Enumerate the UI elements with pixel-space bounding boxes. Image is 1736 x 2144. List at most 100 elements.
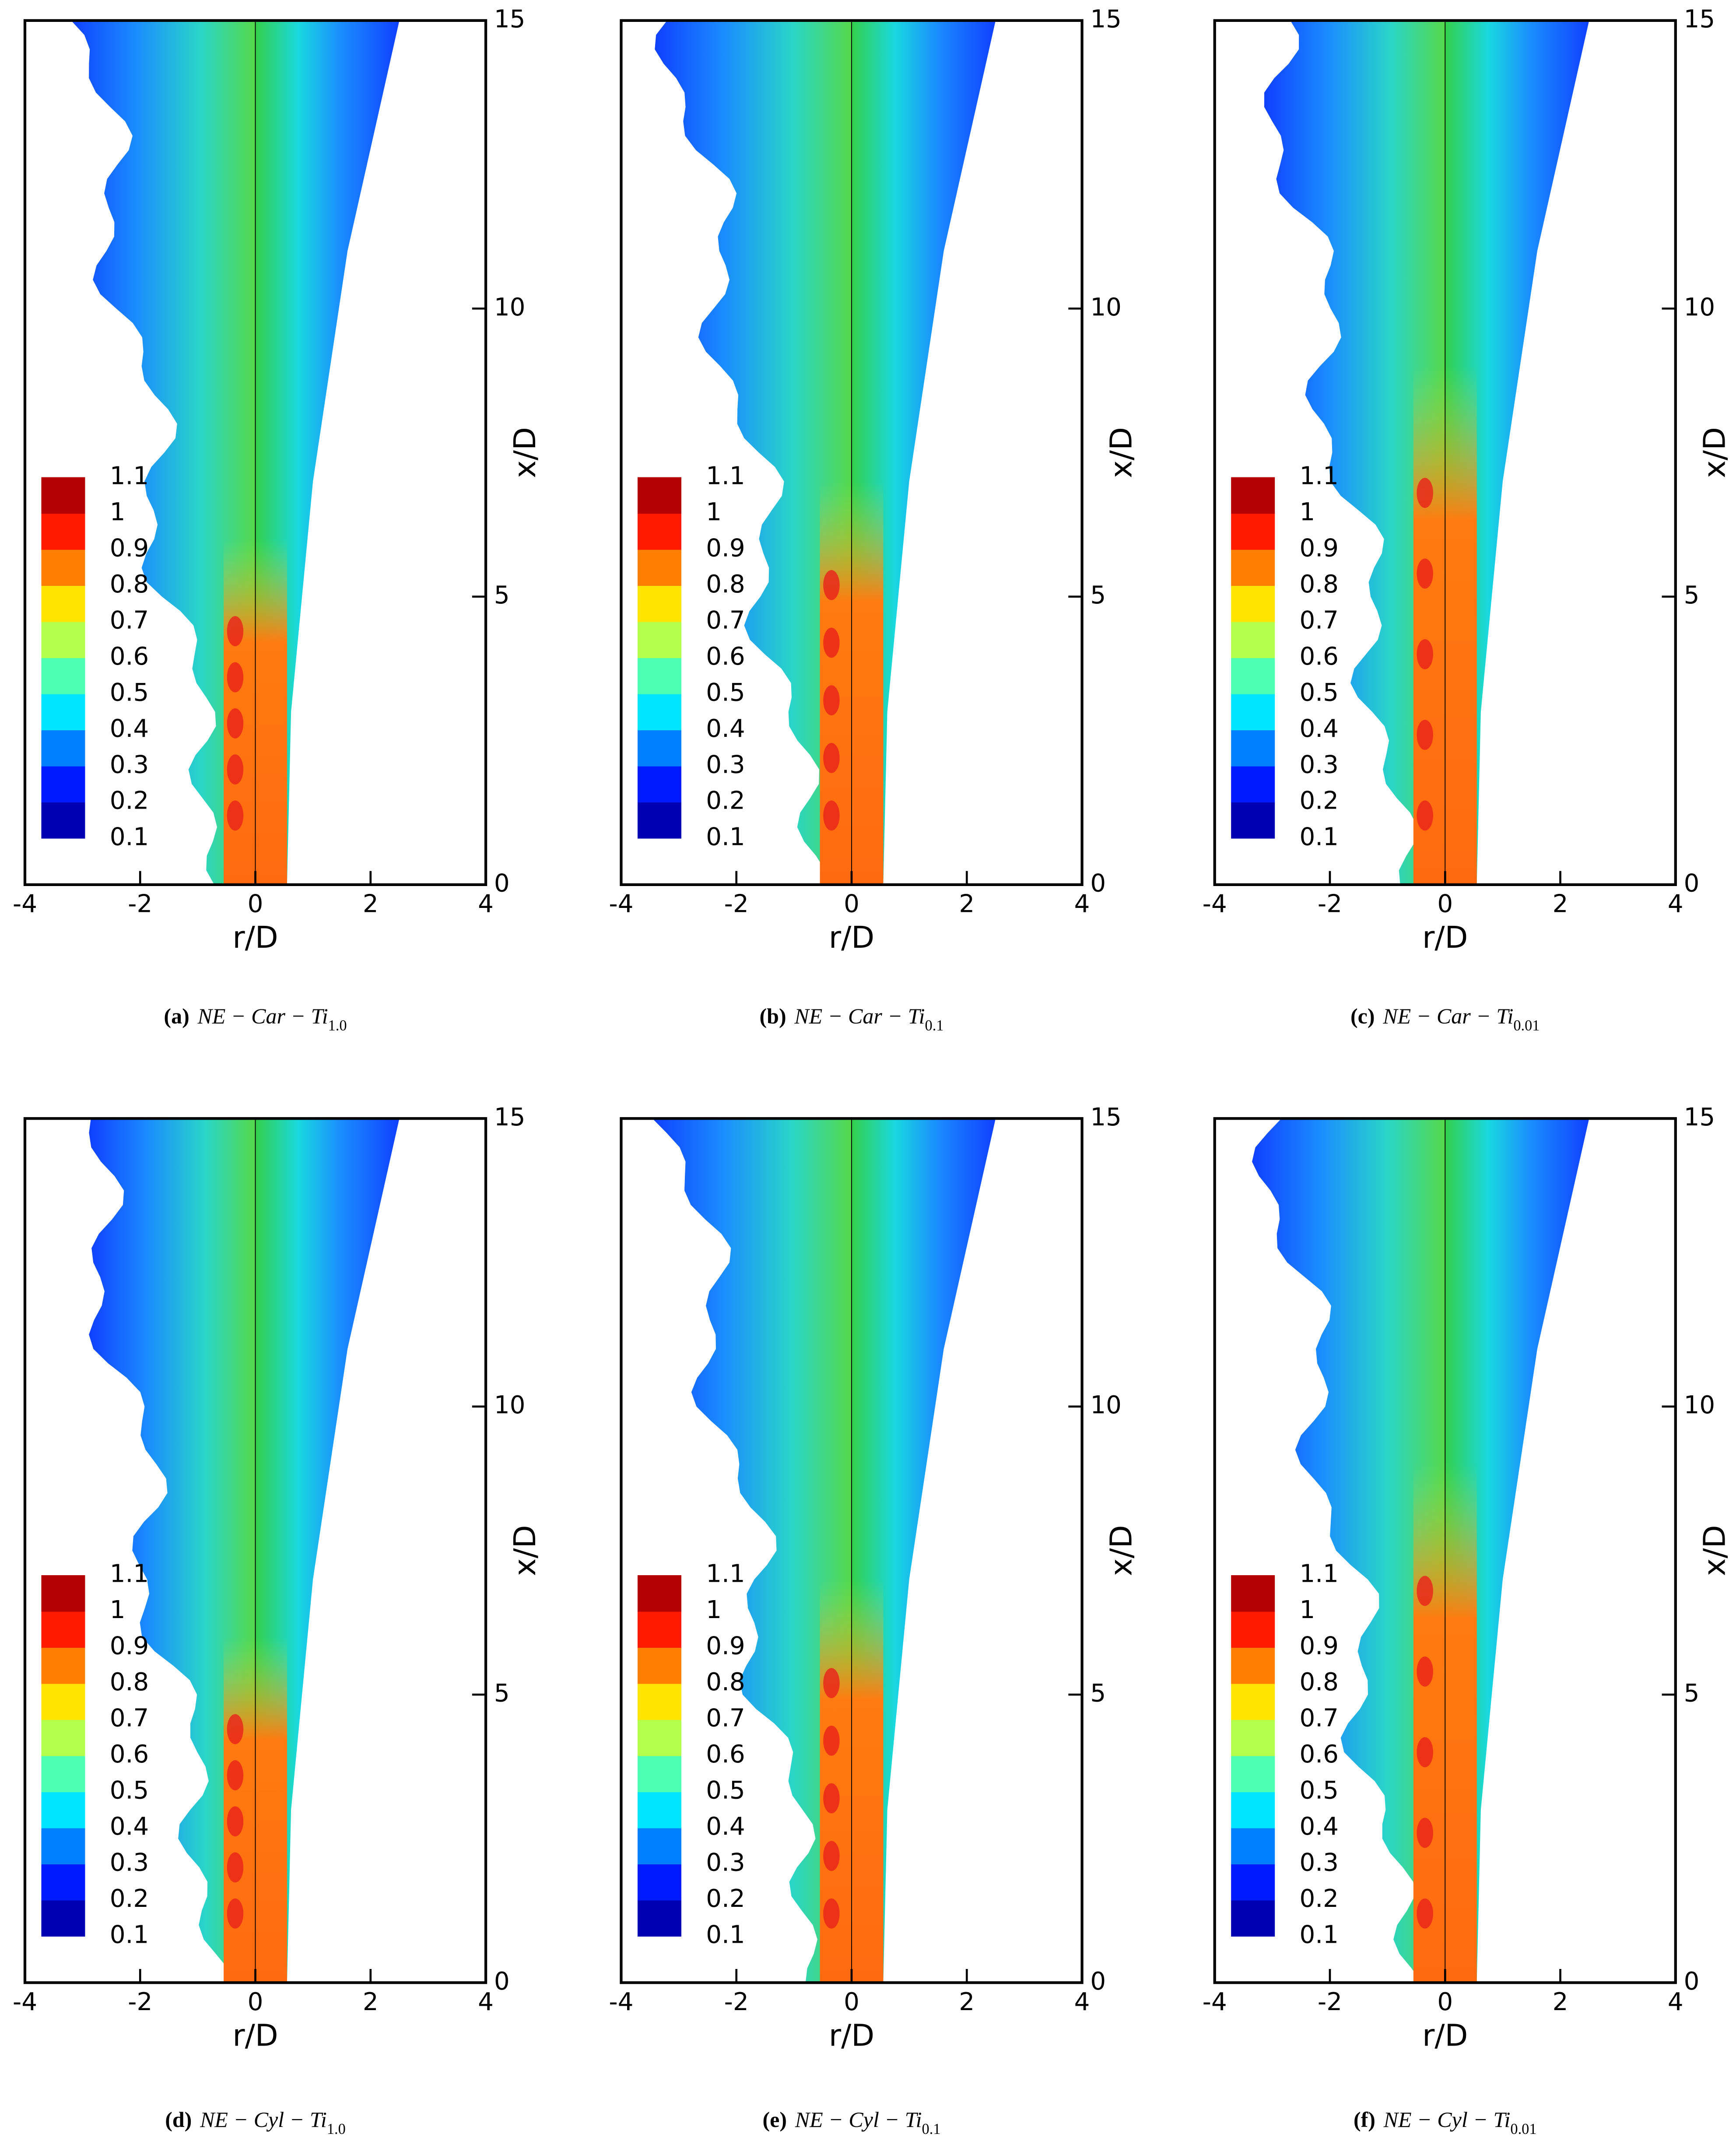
- colorbar-segment: [41, 477, 85, 514]
- x-tick-label: -2: [724, 890, 749, 918]
- x-tick-label: 2: [363, 1988, 379, 2016]
- caption-text: NE − Cyl − Ti: [200, 2107, 327, 2132]
- y-tick-label: 10: [494, 293, 526, 322]
- colorbar-label: 1: [1299, 1596, 1315, 1624]
- colorbar-label: 0.8: [1299, 1668, 1338, 1696]
- colorbar-label: 0.9: [110, 534, 149, 562]
- y-tick-label: 10: [494, 1391, 526, 1419]
- contour-field: [652, 1118, 996, 1983]
- vortex-blob: [1417, 1737, 1433, 1767]
- colorbar-segment: [637, 1828, 681, 1864]
- colorbar-segment: [1231, 549, 1275, 586]
- colorbar-segment: [1231, 730, 1275, 767]
- vortex-blob: [1417, 478, 1433, 508]
- colorbar-label: 0.8: [110, 1668, 149, 1696]
- colorbar-segment: [1231, 1611, 1275, 1648]
- caption-text: NE − Car − Ti: [1382, 1004, 1513, 1029]
- plume-left: [71, 20, 256, 885]
- contour-field: [1252, 1118, 1589, 1983]
- colorbar-label: 0.1: [110, 1921, 149, 1949]
- y-tick-label: 5: [1684, 581, 1700, 610]
- vortex-blob: [1417, 1898, 1433, 1929]
- colorbar-label: 0.4: [706, 715, 745, 743]
- colorbar-segment: [637, 1647, 681, 1684]
- x-axis-label: r/D: [232, 2018, 278, 2053]
- y-axis-label: x/D: [508, 427, 543, 478]
- colorbar-label: 0.6: [706, 642, 745, 671]
- colorbar-segment: [1231, 1792, 1275, 1829]
- y-tick-label: 15: [1090, 1103, 1122, 1132]
- x-tick-label: -4: [13, 1988, 37, 2016]
- colorbar-label: 0.4: [110, 715, 149, 743]
- y-tick-label: 5: [494, 581, 510, 610]
- colorbar-label: 0.7: [706, 606, 745, 634]
- vortex-blob: [1417, 800, 1433, 831]
- colorbar-label: 0.2: [706, 1885, 745, 1913]
- vortex-blob: [227, 1714, 244, 1745]
- y-tick-label: 10: [1090, 293, 1122, 322]
- colorbar-segment: [637, 1900, 681, 1937]
- contour-field: [655, 20, 996, 885]
- colorbar-label: 0.3: [706, 750, 745, 779]
- y-axis-label: x/D: [1697, 427, 1732, 478]
- vortex-blob: [823, 570, 840, 600]
- plume-left: [89, 1118, 256, 1983]
- colorbar-label: 0.5: [706, 1776, 745, 1805]
- plume-left: [1264, 20, 1445, 885]
- colorbar-segment: [637, 477, 681, 514]
- x-tick-label: 0: [248, 890, 263, 918]
- colorbar-segment: [41, 802, 85, 839]
- x-tick-label: 2: [1553, 890, 1568, 918]
- plume-right: [1445, 1118, 1589, 1983]
- colorbar-label: 0.1: [1299, 1921, 1338, 1949]
- colorbar-segment: [637, 1755, 681, 1792]
- x-tick-label: -4: [1203, 1988, 1227, 2016]
- colorbar-label: 0.2: [1299, 1885, 1338, 1913]
- y-tick-label: 0: [494, 1967, 510, 1996]
- colorbar-segment: [41, 549, 85, 586]
- plume-right: [1445, 20, 1589, 885]
- colorbar-segment: [1231, 1828, 1275, 1864]
- x-tick-label: 0: [1437, 890, 1453, 918]
- colorbar-segment: [637, 1864, 681, 1901]
- colorbar-segment: [41, 1611, 85, 1648]
- colorbar-segment: [41, 1864, 85, 1901]
- vortex-blob: [823, 800, 840, 831]
- colorbar-label: 1.1: [110, 462, 149, 490]
- x-tick-label: 2: [363, 890, 379, 918]
- colorbar-label: 0.1: [110, 823, 149, 851]
- colorbar-label: 0.8: [110, 570, 149, 599]
- caption-label: (f): [1354, 2107, 1375, 2132]
- y-tick-label: 5: [1684, 1679, 1700, 1708]
- colorbar-label: 1.1: [706, 1560, 745, 1588]
- colorbar-label: 1.1: [110, 1560, 149, 1588]
- y-tick-label: 0: [494, 869, 510, 898]
- y-tick-label: 15: [494, 5, 526, 33]
- caption-subscript: 0.1: [925, 1017, 944, 1034]
- colorbar-label: 1: [706, 498, 722, 526]
- colorbar-segment: [1231, 1755, 1275, 1792]
- y-tick-label: 15: [1684, 5, 1715, 33]
- caption: (b) NE − Car − Ti0.1: [760, 1004, 944, 1034]
- colorbar-label: 1.1: [1299, 462, 1338, 490]
- x-axis-label: r/D: [1422, 2018, 1468, 2053]
- colorbar-label: 0.7: [1299, 1704, 1338, 1733]
- colorbar-label: 0.8: [1299, 570, 1338, 599]
- y-axis-label: x/D: [1697, 1525, 1732, 1576]
- colorbar-segment: [637, 1611, 681, 1648]
- caption: (d) NE − Cyl − Ti1.0: [165, 2107, 346, 2137]
- caption-subscript: 0.01: [1513, 1017, 1540, 1034]
- colorbar-segment: [637, 802, 681, 839]
- x-tick-label: -2: [1318, 1988, 1342, 2016]
- x-tick-label: -4: [1203, 890, 1227, 918]
- y-tick-label: 15: [1090, 5, 1122, 33]
- colorbar-label: 0.6: [1299, 1740, 1338, 1769]
- colorbar-label: 1.1: [1299, 1560, 1338, 1588]
- colorbar-segment: [1231, 513, 1275, 550]
- vortex-blob: [1417, 720, 1433, 750]
- colorbar-label: 0.5: [110, 678, 149, 707]
- colorbar-segment: [41, 1900, 85, 1937]
- colorbar-label: 0.9: [706, 534, 745, 562]
- colorbar-label: 1: [706, 1596, 722, 1624]
- caption-label: (a): [164, 1004, 189, 1029]
